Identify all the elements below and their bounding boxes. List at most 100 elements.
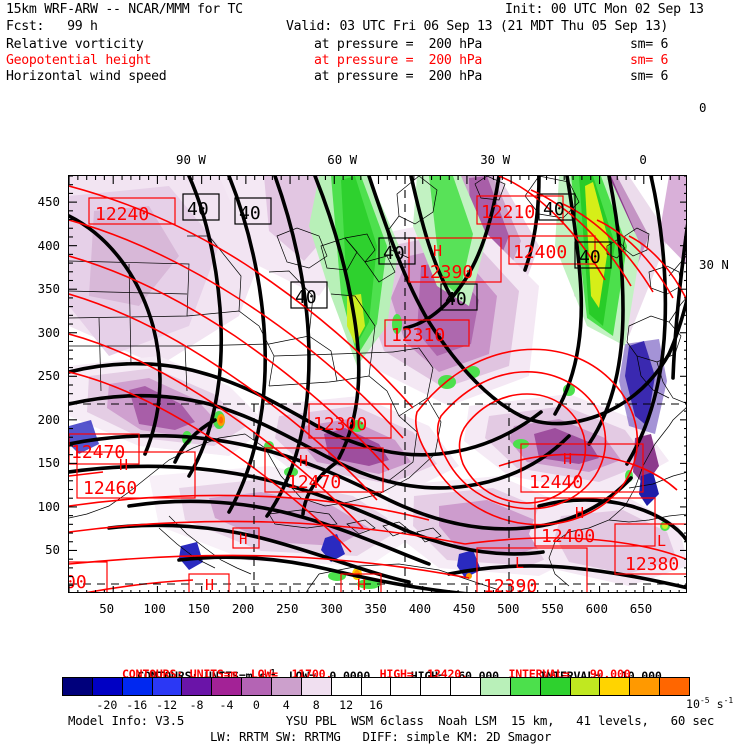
x-tick-450: 450 [452,601,476,616]
svg-text:12470: 12470 [287,472,341,493]
label-00: 00 [69,561,108,593]
colorbar-swatch-19 [630,678,661,695]
field-name-1: Geopotential height [6,53,152,68]
svg-text:12440: 12440 [529,472,583,493]
label-12310: 12310 [384,319,470,347]
svg-text:40: 40 [383,243,405,264]
colorbar-tick-16: 16 [369,698,383,712]
colorbar-tick--4: -4 [219,698,234,712]
frame-ticks [69,176,686,592]
windspeed-label-boxes: 40 40 40 40 40 40 40 [182,193,612,311]
init-time: Init: 00 UTC Mon 02 Sep 13 [505,2,704,17]
y-tick-100: 100 [37,498,60,514]
label-ws-40-e: 40 [538,193,576,221]
header-block: 15km WRF-ARW -- NCAR/MMM for TC Init: 00… [0,0,740,92]
colorbar-tick--20: -20 [96,698,118,712]
svg-text:40: 40 [579,247,601,268]
colorbar-tick--16: -16 [126,698,148,712]
right-tick-0: 0 [699,100,707,116]
colorbar-swatch-16 [540,678,571,695]
x-tick-650: 650 [629,601,653,616]
colorbar-swatch-2 [122,678,153,695]
svg-text:H: H [575,504,584,522]
svg-text:40: 40 [187,199,209,220]
model-info-line-1: Model Info: V3.5 YSU PBL WSM 6class Noah… [68,713,715,728]
svg-text:12380: 12380 [625,554,679,575]
svg-text:00: 00 [69,572,87,593]
field-smoothing-1: sm= 6 [630,53,669,68]
y-tick-450: 450 [37,194,60,210]
map-canvas: 12240 H 12390 12310 12210 12400 12470 H 12… [69,176,686,593]
svg-text:H: H [433,242,442,260]
colorbar-tick--8: -8 [189,698,204,712]
colorbar-swatch-4 [182,678,213,695]
top-tick-0: 0 [639,152,647,167]
y-tick-300: 300 [37,324,60,340]
svg-text:40: 40 [239,203,261,224]
map-plot-frame[interactable]: 12240 H 12390 12310 12210 12400 12470 H 12… [68,175,687,593]
legend-block: CONTOURS: UNITS=m s-1 LOW= 0.0000 HIGH= … [0,650,740,744]
label-ws-40-b: 40 [234,197,272,225]
x-tick-100: 100 [143,601,166,616]
colorbar[interactable] [62,677,690,696]
top-tick-30-W: 30 W [480,152,511,167]
colorbar-units-base: 10 [686,696,700,711]
label-h-12390: H 12390 [408,237,502,283]
colorbar-tick--12: -12 [156,698,178,712]
colorbar-swatch-14 [481,678,511,695]
field-pressure-0: at pressure = 200 hPa [314,37,483,52]
label-ws-40-c: 40 [378,237,416,265]
colorbar-swatch-15 [510,678,541,695]
contour-label-boxes: 12240 H 12390 12310 12210 12400 12470 H 12… [69,195,686,593]
top-tick-60-W: 60 W [327,152,358,167]
colorbar-swatch-1 [92,678,123,695]
x-tick-250: 250 [276,601,299,616]
colorbar-swatch-9 [331,678,362,695]
colorbar-units-exp: -5 [699,696,710,705]
colorbar-swatch-13 [451,678,482,695]
contour-legend-sup-1: -1 [265,668,276,677]
svg-text:H: H [357,576,366,593]
label-12470-b: H 12470 [264,447,384,493]
colorbar-swatch-5 [212,678,243,695]
x-tick-350: 350 [364,601,387,616]
colorbar-swatch-6 [242,678,273,695]
colorbar-swatch-10 [361,678,392,695]
svg-text:40: 40 [295,287,317,308]
label-12240: 12240 [88,197,176,225]
svg-text:12460: 12460 [83,478,137,499]
label-l-12390: L 12390 [476,547,588,592]
marker-h-1: H [188,573,230,592]
colorbar-tick-4: 4 [282,698,290,712]
label-h-12400: H 12400 [534,497,656,547]
svg-text:40: 40 [445,289,467,310]
colorbar-swatch-20 [660,678,690,695]
x-tick-150: 150 [187,601,211,616]
label-12300: 12300 [308,403,392,439]
svg-text:H: H [239,532,247,548]
field-smoothing-0: sm= 6 [630,37,669,52]
colorbar-tick-8: 8 [312,698,320,712]
svg-text:12390: 12390 [419,262,473,283]
x-tick-550: 550 [541,601,564,616]
label-l-12380: L 12380 [614,523,686,575]
svg-text:40: 40 [543,199,565,220]
field-pressure-1: at pressure = 200 hPa [314,53,483,68]
colorbar-swatch-8 [301,678,332,695]
top-tick-90-W: 90 W [176,152,206,167]
colorbar-swatch-18 [600,678,631,695]
colorbar-units-tail-exp: -1 [723,696,734,705]
model-info-line-2: LW: RRTM SW: RRTMG DIFF: simple KM: 2D S… [210,729,552,744]
svg-text:12310: 12310 [391,325,445,346]
x-tick-300: 300 [320,601,343,616]
svg-text:12240: 12240 [95,204,149,225]
svg-text:L: L [515,554,524,572]
forecast-hour: Fcst: 99 h [6,19,98,34]
colorbar-tick-12: 12 [339,698,354,712]
x-tick-500: 500 [497,601,520,616]
svg-text:L: L [657,532,666,550]
colorbar-swatch-0 [63,678,93,695]
svg-text:12210: 12210 [481,202,535,223]
windspeed-contours [69,176,686,592]
x-tick-200: 200 [231,601,255,616]
